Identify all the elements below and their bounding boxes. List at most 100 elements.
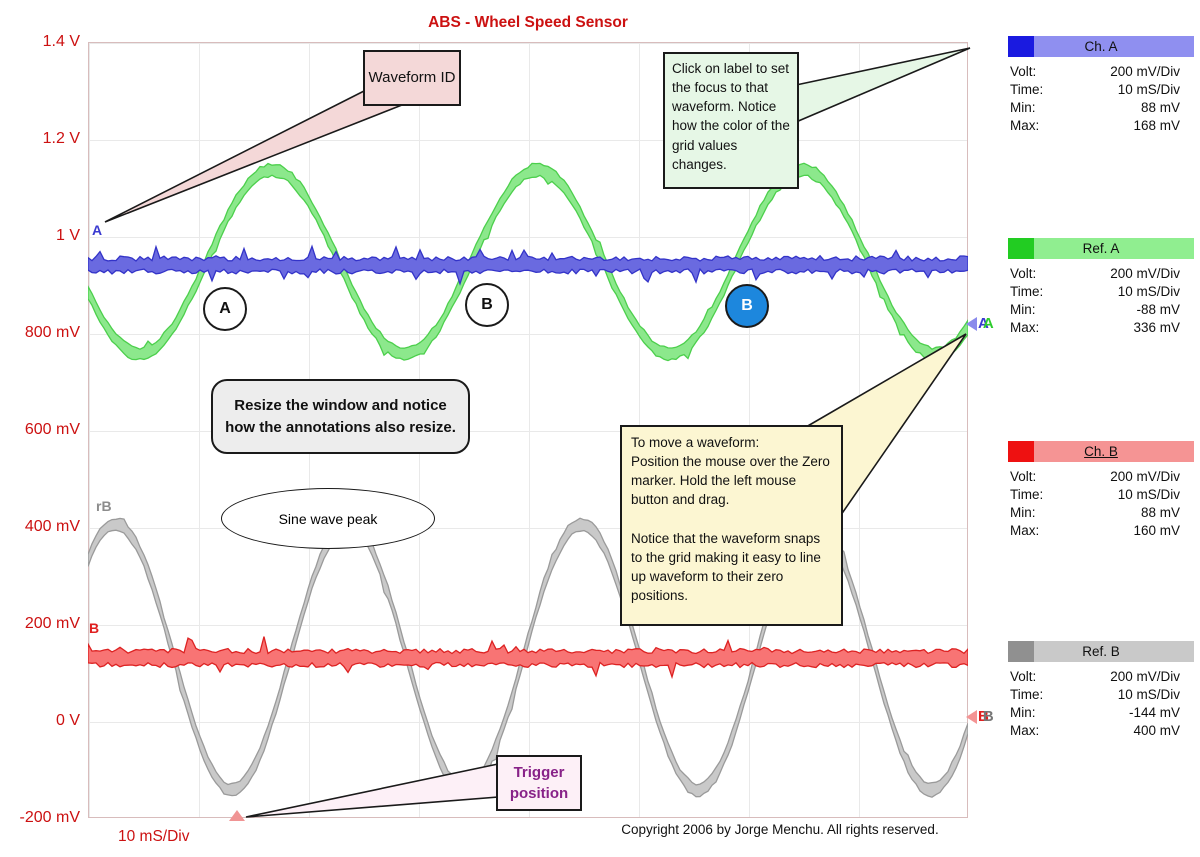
circle-marker-a: A [203,287,247,331]
move-waveform-callout: To move a waveform: Position the mouse o… [620,425,843,626]
y-axis-label: -200 mV [19,809,80,826]
panel-ref-a-header[interactable]: Ref. A [1008,238,1194,259]
panel-ref-a: Ref. A Volt: 200 mV/Div Time: 10 mS/Div Mi… [1008,238,1194,338]
stat-label: Volt: [1010,266,1037,281]
stat-value: 10 mS/Div [1117,284,1180,299]
stat-row: Time: 10 mS/Div [1008,487,1194,505]
stat-value: 200 mV/Div [1110,469,1180,484]
y-axis-label: 1.4 V [42,33,80,50]
stat-row: Min: 88 mV [1008,505,1194,523]
stat-value: 200 mV/Div [1110,669,1180,684]
stat-row: Time: 10 mS/Div [1008,82,1194,100]
channel-a-wave-label[interactable]: A [92,222,103,238]
waveform-id-callout: Waveform ID [363,50,461,106]
stat-row: Volt: 200 mV/Div [1008,64,1194,82]
copyright-text: Copyright 2006 by Jorge Menchu. All righ… [621,822,939,837]
stat-row: Max: 336 mV [1008,320,1194,338]
sine-wave-peak-ellipse: Sine wave peak [221,488,435,549]
y-axis-label: 0 V [55,712,80,729]
panel-ref-a-bar [1008,238,1194,259]
stat-value: 400 mV [1133,723,1180,738]
stat-label: Min: [1010,302,1036,317]
panel-ch-b-bar [1008,441,1194,462]
stat-value: 88 mV [1140,100,1180,115]
panel-ch-a-color-swatch [1008,36,1034,57]
zero-marker-a[interactable]: A A [966,315,994,332]
y-axis-label: 800 mV [24,324,80,341]
stat-label: Max: [1010,723,1040,738]
stat-label: Volt: [1010,64,1037,79]
stat-row: Time: 10 mS/Div [1008,284,1194,302]
stat-row: Time: 10 mS/Div [1008,687,1194,705]
stat-label: Min: [1010,705,1036,720]
page-title: ABS - Wheel Speed Sensor [428,14,628,31]
circle-marker-b-selected[interactable]: B [725,284,769,328]
y-axis-label: 200 mV [24,615,80,632]
resize-note-callout: Resize the window and notice how the ann… [211,379,470,454]
y-axis-label: 1.2 V [42,130,80,147]
panel-ch-b: Ch. B Volt: 200 mV/Div Time: 10 mS/Div Min… [1008,441,1194,541]
panel-ref-a-color-swatch [1008,238,1034,259]
stat-label: Min: [1010,100,1036,115]
panel-ref-b: Ref. B Volt: 200 mV/Div Time: 10 mS/Div Mi… [1008,641,1194,741]
zero-marker-b[interactable]: B B [966,708,994,725]
channel-b-wave-label[interactable]: B [89,620,100,636]
stat-row: Volt: 200 mV/Div [1008,266,1194,284]
stat-label: Max: [1010,118,1040,133]
y-axis-label: 400 mV [24,518,80,535]
stat-label: Time: [1010,284,1044,299]
stat-row: Min: 88 mV [1008,100,1194,118]
stat-value: 10 mS/Div [1117,487,1180,502]
stat-value: 200 mV/Div [1110,64,1180,79]
panel-ref-b-color-swatch [1008,641,1034,662]
zero-letter-ch-a: A [978,315,989,332]
panel-ch-a-header[interactable]: Ch. A [1008,36,1194,57]
panel-ref-b-label[interactable]: Ref. B [1082,644,1120,659]
stat-value: 160 mV [1133,523,1180,538]
stat-value: -144 mV [1128,705,1180,720]
stat-row: Max: 400 mV [1008,723,1194,741]
stat-label: Min: [1010,505,1036,520]
panel-ref-b-header[interactable]: Ref. B [1008,641,1194,662]
panel-ref-a-label[interactable]: Ref. A [1082,241,1120,256]
click-label-callout: Click on label to set the focus to that … [663,52,799,189]
stat-label: Max: [1010,320,1040,335]
trigger-marker-icon[interactable] [229,810,245,821]
stat-value: 10 mS/Div [1117,687,1180,702]
panel-ch-a: Ch. A Volt: 200 mV/Div Time: 10 mS/Div Min… [1008,36,1194,136]
zero-letter-ref-b: B [982,708,994,725]
stat-row: Volt: 200 mV/Div [1008,669,1194,687]
stat-value: 200 mV/Div [1110,266,1180,281]
stat-label: Time: [1010,487,1044,502]
panel-ref-b-bar [1008,641,1194,662]
stat-value: 336 mV [1133,320,1180,335]
stat-label: Time: [1010,82,1044,97]
stat-label: Max: [1010,523,1040,538]
zero-letter-ch-b: B [978,708,989,725]
stat-row: Min: -144 mV [1008,705,1194,723]
zero-letter-ref-a: A [982,315,994,332]
stat-label: Volt: [1010,469,1037,484]
x-axis-scale-label: 10 mS/Div [118,828,190,845]
panel-ch-b-color-swatch [1008,441,1034,462]
stat-row: Min: -88 mV [1008,302,1194,320]
stat-value: 88 mV [1140,505,1180,520]
stat-row: Volt: 200 mV/Div [1008,469,1194,487]
stat-value: -88 mV [1136,302,1180,317]
zero-arrow-a-icon [966,316,977,331]
panel-ch-b-label[interactable]: Ch. B [1084,444,1118,459]
panel-ch-b-header[interactable]: Ch. B [1008,441,1194,462]
ref-b-wave-label[interactable]: rB [96,498,112,514]
panel-ch-a-label[interactable]: Ch. A [1084,39,1118,54]
stat-row: Max: 160 mV [1008,523,1194,541]
trigger-position-callout: Trigger position [496,755,582,811]
y-axis-label: 1 V [55,227,80,244]
stat-label: Time: [1010,687,1044,702]
stat-value: 10 mS/Div [1117,82,1180,97]
circle-marker-b: B [465,283,509,327]
stat-value: 168 mV [1133,118,1180,133]
stat-label: Volt: [1010,669,1037,684]
zero-arrow-b-icon [966,709,977,724]
y-axis-label: 600 mV [24,421,80,438]
panel-ch-a-bar [1008,36,1194,57]
